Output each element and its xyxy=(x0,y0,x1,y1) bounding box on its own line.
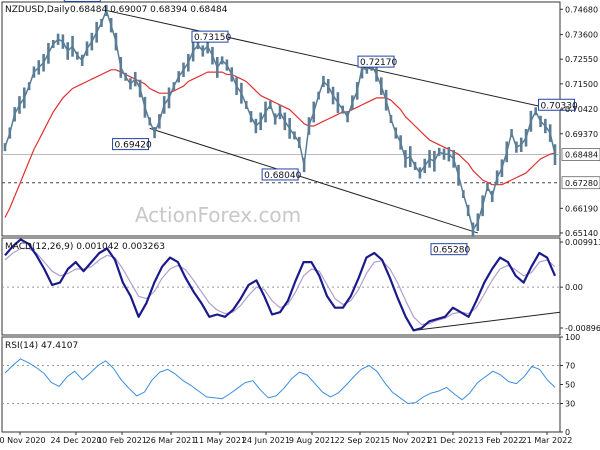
rsi-tick-label: 0 xyxy=(565,428,570,437)
level-tag: 0.67280 xyxy=(565,179,598,188)
pivot-label-box xyxy=(538,98,576,111)
pivot-label-box xyxy=(63,0,101,2)
price-panel-title: NZDUSD,Daily xyxy=(5,5,70,15)
x-axis-date-label: 10 Feb 2021 xyxy=(97,436,147,445)
macd-panel-frame xyxy=(1,237,561,336)
x-axis-date-label: 24 Jun 2021 xyxy=(242,436,290,445)
macd-tick-label: 0.009913 xyxy=(565,238,600,247)
price-panel-frame xyxy=(1,1,561,237)
macd-panel-title: MACD(12,26,9) 0.001042 0.003263 xyxy=(5,242,165,252)
pivot-label: 0.74630 xyxy=(66,0,103,2)
x-axis-date-label: 21 Dec 2021 xyxy=(427,436,478,445)
x-axis-date-label: 3 Feb 2022 xyxy=(479,436,524,445)
x-axis-date-label: 5 Nov 2021 xyxy=(385,436,431,445)
rsi-tick-label: 100 xyxy=(565,333,580,342)
price-tick-label: 0.74680 xyxy=(565,5,598,14)
price-tick-label: 0.71500 xyxy=(565,80,598,89)
macd-tick-label: 0.00 xyxy=(565,283,583,292)
x-axis-date-label: 11 May 2021 xyxy=(194,436,246,445)
x-axis-date-label: 24 Dec 2020 xyxy=(50,436,101,445)
level-tag-box xyxy=(561,176,600,190)
pivot-label: 0.70330 xyxy=(541,101,578,111)
rsi-tick-label: 70 xyxy=(565,362,575,371)
rsi-tick-label: 50 xyxy=(565,381,575,390)
lower-channel-line xyxy=(149,127,478,234)
rsi-tick-label: 30 xyxy=(565,400,575,409)
x-axis-date-label: 26 Mar 2021 xyxy=(146,436,197,445)
rsi-line xyxy=(4,358,556,404)
macd-tick-label: -0.008962 xyxy=(565,324,600,333)
price-panel-ohlc: 0.68484 0.69007 0.68394 0.68484 xyxy=(70,5,228,15)
price-line xyxy=(4,9,556,231)
moving-average-line xyxy=(4,69,556,218)
pivot-label-box xyxy=(430,243,468,256)
price-tick-label: 0.66190 xyxy=(565,204,598,213)
price-tick-label: 0.69370 xyxy=(565,130,598,139)
upper-channel-line xyxy=(106,9,556,111)
pivot-label-box xyxy=(357,55,395,68)
macd-trend-line xyxy=(413,311,561,331)
pivot-label: 0.72170 xyxy=(360,58,397,68)
macd-line xyxy=(4,238,557,332)
x-axis-date-label: 21 Mar 2022 xyxy=(522,436,573,445)
price-tick-label: 0.70420 xyxy=(565,105,598,114)
pivot-label: 0.65280 xyxy=(433,246,470,256)
pivot-label: 0.68040 xyxy=(264,171,301,181)
x-axis-date-label: 10 Nov 2020 xyxy=(0,436,46,445)
pivot-label-box xyxy=(112,138,150,151)
pivot-label-box xyxy=(261,168,299,181)
watermark-text: ActionForex.com xyxy=(135,203,301,227)
price-tick-label: 0.65140 xyxy=(565,229,598,238)
x-axis-date-label: 22 Sep 2021 xyxy=(335,436,386,445)
last-price-tag: 0.68484 xyxy=(565,151,598,160)
last-price-tag-box xyxy=(561,148,600,161)
x-axis-date-label: 9 Aug 2021 xyxy=(289,436,335,445)
pivot-label-box xyxy=(191,30,229,43)
price-tick-label: 0.73600 xyxy=(565,31,598,40)
pivot-label: 0.69420 xyxy=(115,141,152,151)
pivot-label: 0.73150 xyxy=(194,33,231,43)
rsi-panel-title: RSI(14) 47.4107 xyxy=(5,341,78,351)
price-tick-label: 0.72550 xyxy=(565,55,598,64)
